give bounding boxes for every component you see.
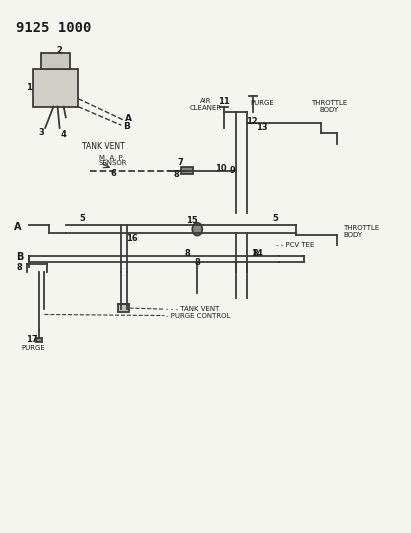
- Text: TANK VENT: TANK VENT: [82, 142, 125, 150]
- Text: 6: 6: [110, 169, 116, 178]
- Text: 8: 8: [173, 170, 179, 179]
- Polygon shape: [36, 338, 42, 342]
- Text: 13: 13: [256, 124, 268, 132]
- Text: 11: 11: [218, 97, 230, 106]
- Text: 8: 8: [17, 263, 23, 272]
- Text: 1: 1: [26, 84, 32, 92]
- Text: 5: 5: [79, 214, 85, 223]
- Text: 7: 7: [178, 158, 184, 167]
- Text: 2: 2: [57, 46, 62, 55]
- Text: 12: 12: [246, 117, 257, 126]
- Polygon shape: [41, 53, 70, 69]
- Text: 8: 8: [253, 249, 259, 258]
- Text: THROTTLE
BODY: THROTTLE BODY: [311, 100, 347, 113]
- Text: B: B: [123, 123, 130, 131]
- Text: 8: 8: [194, 258, 200, 266]
- Text: PURGE: PURGE: [250, 100, 274, 107]
- Text: 4: 4: [61, 130, 67, 139]
- Polygon shape: [118, 304, 129, 312]
- Text: THROTTLE
BODY: THROTTLE BODY: [343, 225, 379, 238]
- Text: 5: 5: [272, 214, 278, 223]
- Circle shape: [192, 223, 202, 236]
- Text: A: A: [14, 222, 22, 231]
- Text: A: A: [125, 114, 132, 123]
- Text: 10: 10: [215, 165, 227, 173]
- Text: - - PCV TEE: - - PCV TEE: [276, 242, 314, 248]
- Text: 3: 3: [38, 128, 44, 136]
- Text: 8: 8: [184, 249, 190, 257]
- Text: - PURGE CONTROL: - PURGE CONTROL: [166, 312, 231, 319]
- Text: SENSOR: SENSOR: [99, 160, 127, 166]
- Text: 17: 17: [26, 335, 37, 344]
- Text: B: B: [16, 252, 24, 262]
- Text: M. A. P.: M. A. P.: [99, 155, 124, 161]
- Text: 15: 15: [187, 216, 198, 224]
- Text: 9: 9: [230, 166, 236, 175]
- Text: PURGE: PURGE: [22, 344, 46, 351]
- Text: 14: 14: [251, 249, 263, 258]
- Text: 16: 16: [126, 235, 137, 243]
- Text: 9125 1000: 9125 1000: [16, 21, 92, 35]
- Polygon shape: [33, 69, 78, 107]
- Text: - - - TANK VENT: - - - TANK VENT: [166, 306, 220, 312]
- Text: AIR
CLEANER: AIR CLEANER: [189, 98, 222, 111]
- Polygon shape: [181, 167, 193, 174]
